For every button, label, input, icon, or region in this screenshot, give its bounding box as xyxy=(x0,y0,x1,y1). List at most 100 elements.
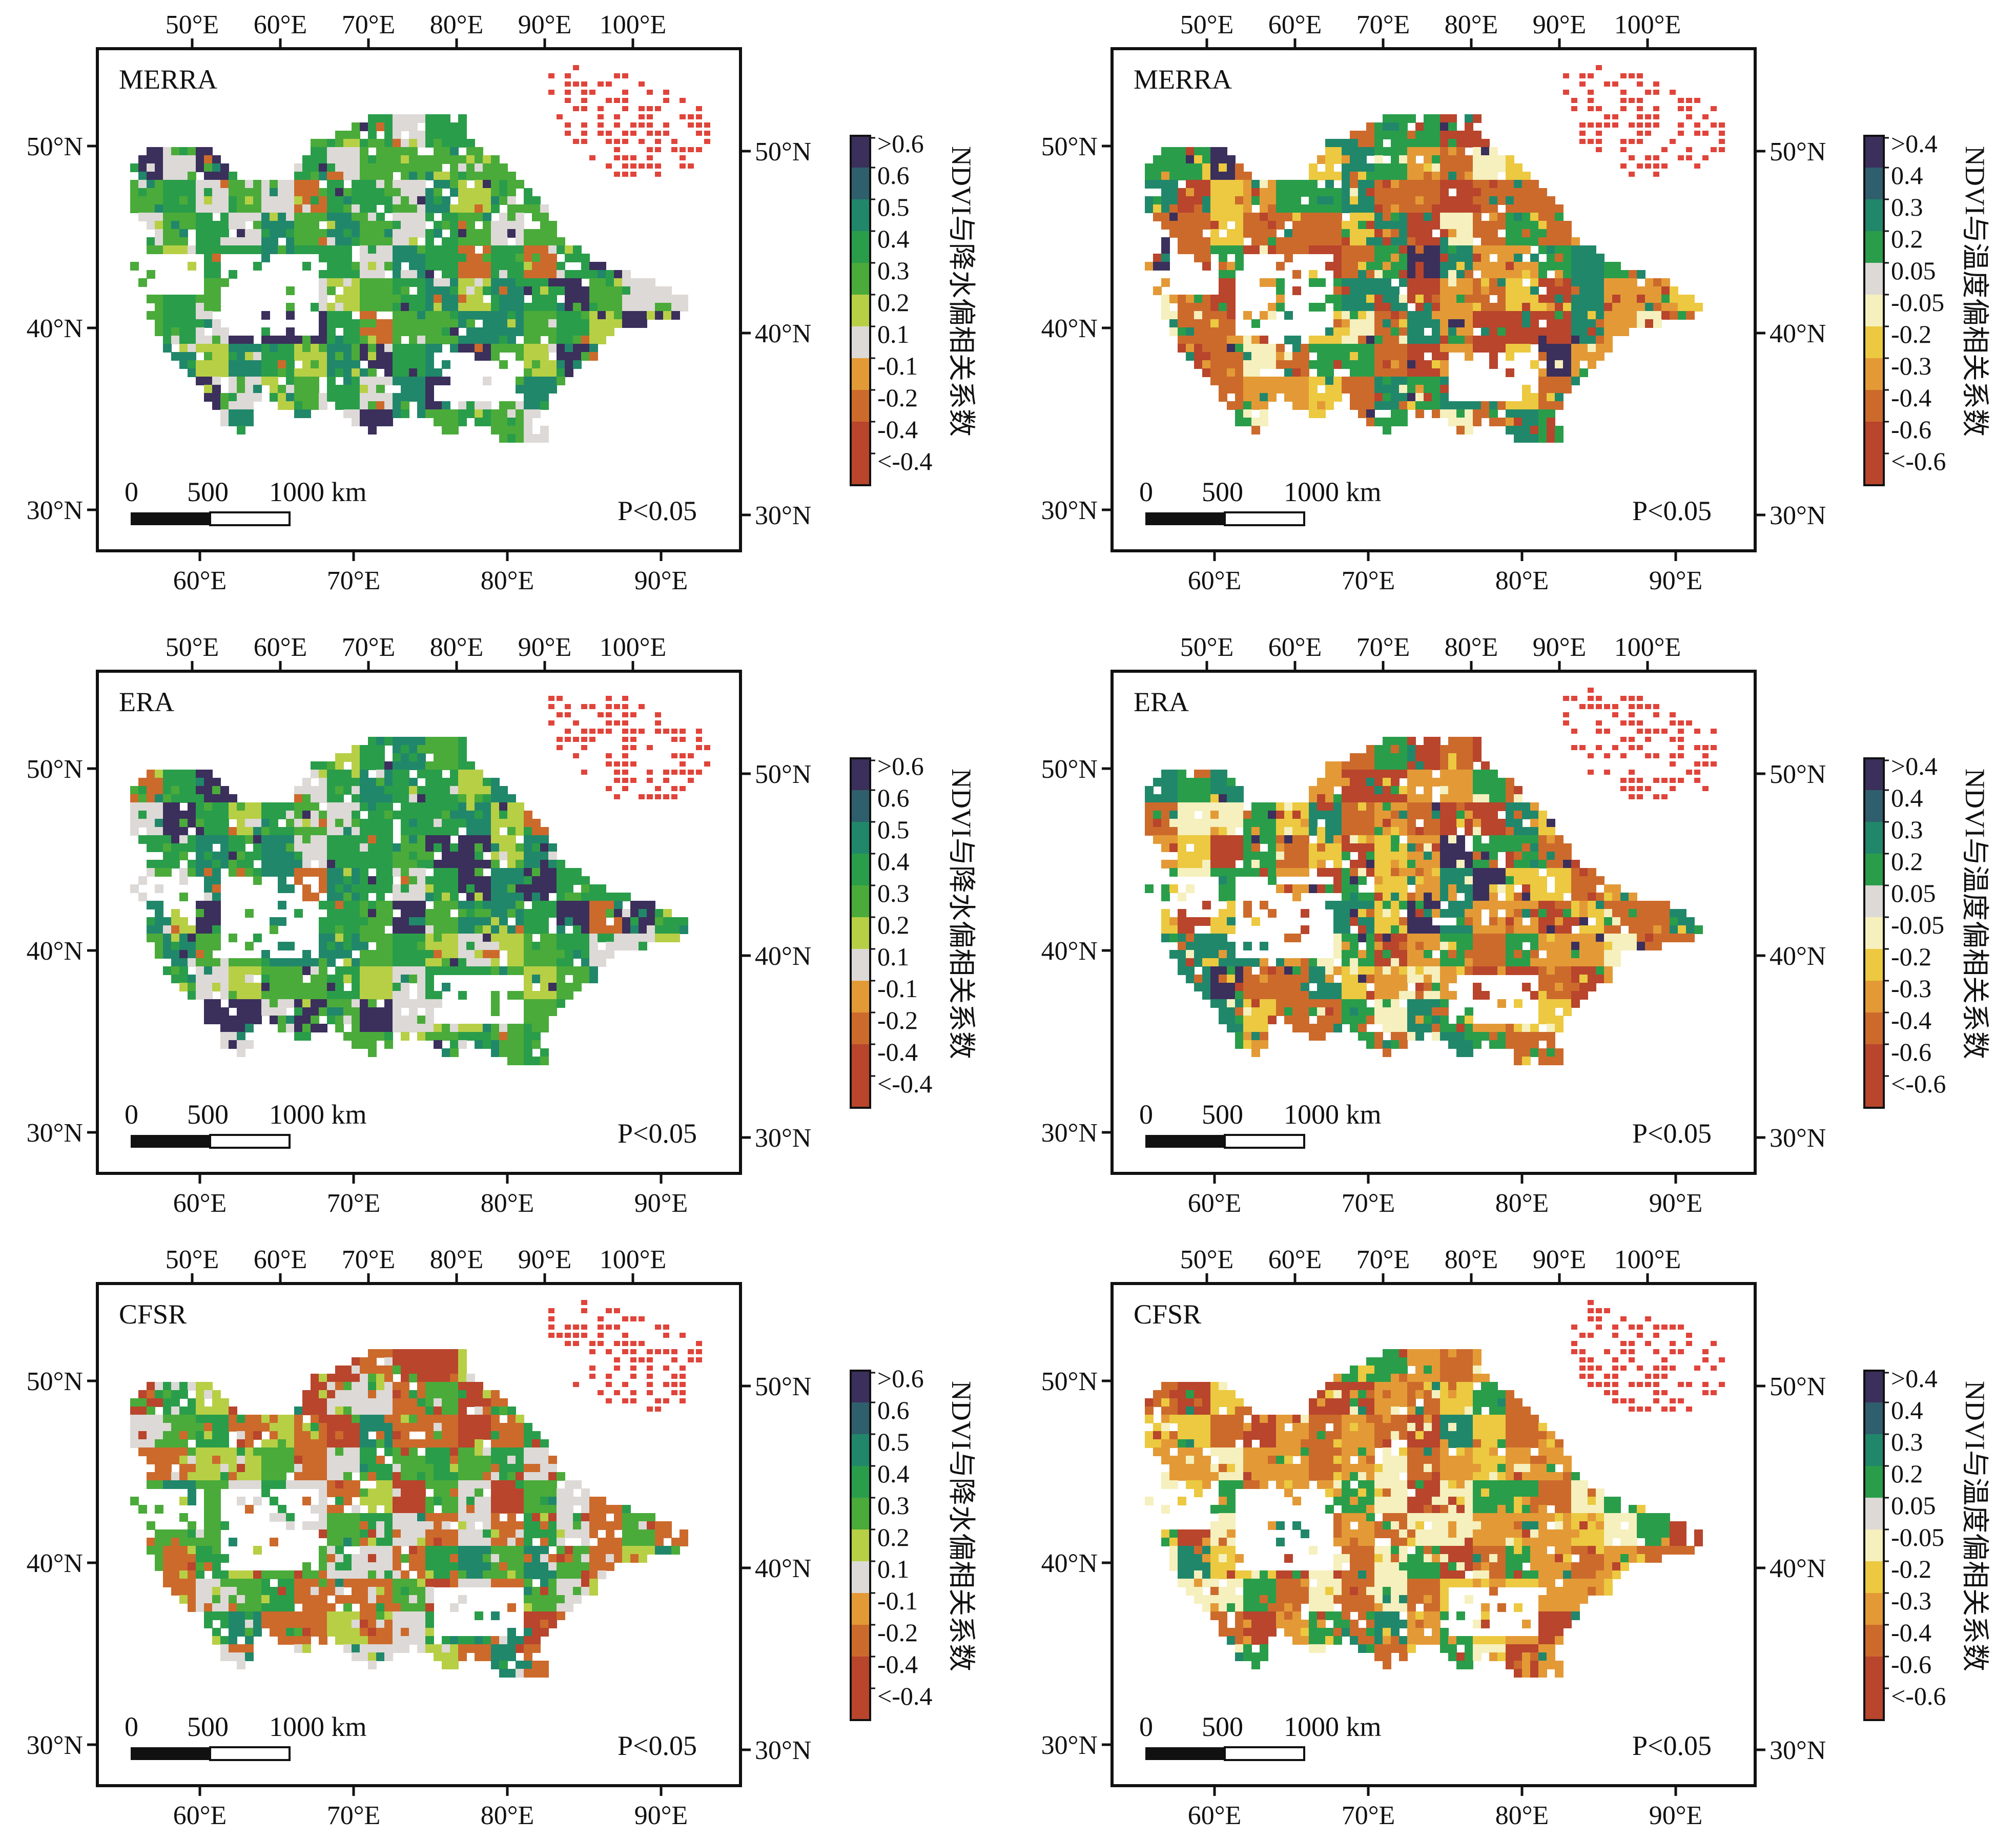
colorbar-swatch xyxy=(1864,168,1884,200)
scale-label: 0 xyxy=(1139,477,1153,507)
colorbar-label: -0.2 xyxy=(877,1006,918,1035)
scale-label: 500 xyxy=(1202,1099,1243,1130)
colorbar-label: 0.6 xyxy=(877,161,910,190)
colorbar-label: 0.4 xyxy=(1891,783,1923,812)
top-lon-tick: 100°E xyxy=(1614,633,1681,662)
colorbar-swatch xyxy=(851,790,870,822)
colorbar-label: 0.2 xyxy=(1891,847,1923,876)
colorbar-swatch xyxy=(1864,949,1884,981)
colorbar-title: NDVI与温度偏相关系数 xyxy=(1960,146,1990,437)
scale-label: 0 xyxy=(1139,1099,1153,1130)
colorbar-label: 0.6 xyxy=(877,783,910,812)
colorbar-title: NDVI与降水偏相关系数 xyxy=(946,1381,977,1671)
bottom-lon-tick: 80°E xyxy=(1495,1801,1549,1830)
top-lon-tick: 100°E xyxy=(1614,1245,1681,1274)
top-lon-tick: 60°E xyxy=(1268,633,1322,662)
bottom-lon-tick: 60°E xyxy=(1188,1189,1242,1218)
top-lon-tick: 80°E xyxy=(1445,633,1498,662)
left-lat-tick: 30°N xyxy=(1041,496,1098,525)
bottom-lon-tick: 90°E xyxy=(634,1189,688,1218)
colorbar-swatch xyxy=(851,1466,870,1498)
colorbar: >0.6 0.6 0.5 0.4 0.3 0.2 0.1 -0.1 -0.2 -0.4 <-0.4 N… xyxy=(850,752,977,1109)
colorbar-label: -0.4 xyxy=(877,1038,918,1066)
colorbar-label: <-0.4 xyxy=(877,1069,932,1098)
colorbar-label: -0.3 xyxy=(1891,351,1931,380)
left-lat-tick: 50°N xyxy=(27,755,83,784)
colorbar-label: -0.6 xyxy=(1891,1038,1931,1066)
colorbar-swatch xyxy=(1864,1529,1884,1562)
colorbar-swatch xyxy=(851,1593,870,1625)
scale-bar-black xyxy=(131,512,210,525)
scale-label: 0 xyxy=(125,1099,138,1130)
significance-label: P<0.05 xyxy=(1632,495,1712,526)
scale-bar-black xyxy=(131,1135,210,1148)
colorbar-swatch xyxy=(851,136,870,168)
colorbar-swatch xyxy=(851,981,870,1013)
map-frame xyxy=(1110,47,1757,552)
colorbar-swatch xyxy=(1864,854,1884,886)
colorbar-swatch xyxy=(1864,199,1884,232)
colorbar: >0.6 0.6 0.5 0.4 0.3 0.2 0.1 -0.1 -0.2 -0.4 <-0.4 N… xyxy=(850,1364,977,1721)
colorbar-label: >0.6 xyxy=(877,129,924,158)
right-lat-tick: 40°N xyxy=(755,319,811,348)
map-raster xyxy=(130,65,710,443)
scale-bar-white xyxy=(1224,1134,1305,1149)
scale-bar-white xyxy=(209,511,291,526)
scale-label: 500 xyxy=(1202,477,1243,507)
colorbar-title: NDVI与温度偏相关系数 xyxy=(1960,1381,1990,1671)
map-raster xyxy=(1145,1300,1725,1678)
colorbar-label: 0.3 xyxy=(1891,193,1923,221)
left-lat-tick: 40°N xyxy=(27,1549,83,1578)
map-panel-precip-merra: MERRA P<0.05 0 500 1000 km 50°E 60°E 70°E 80°E 90… xyxy=(27,10,977,595)
bottom-lon-tick: 90°E xyxy=(634,1801,688,1830)
colorbar-label: 0.4 xyxy=(877,1459,910,1488)
right-lat-tick: 30°N xyxy=(1770,501,1826,530)
map-panel-precip-era: ERA P<0.05 0 500 1000 km 50°E 60°E 70°E 80°E 90°E… xyxy=(27,633,977,1218)
colorbar-label: -0.1 xyxy=(877,974,918,1003)
bottom-lon-tick: 80°E xyxy=(481,1801,534,1830)
right-lat-tick: 50°N xyxy=(1770,137,1826,167)
map-panel-temp-era: ERA P<0.05 0 500 1000 km 50°E 60°E 70°E 80°E 90°E… xyxy=(1041,633,1990,1218)
significance-label: P<0.05 xyxy=(618,495,697,526)
top-lon-tick: 90°E xyxy=(1533,633,1587,662)
colorbar-label: 0.3 xyxy=(1891,1428,1923,1456)
colorbar-label: >0.6 xyxy=(877,752,924,780)
colorbar-label: -0.6 xyxy=(1891,1650,1931,1679)
colorbar-title: NDVI与降水偏相关系数 xyxy=(946,769,977,1059)
right-lat-tick: 50°N xyxy=(755,760,811,789)
colorbar-label: 0.1 xyxy=(877,1555,910,1583)
top-lon-tick: 50°E xyxy=(166,1245,219,1274)
colorbar-label: 0.4 xyxy=(877,847,910,876)
colorbar-swatch xyxy=(1864,422,1884,454)
bottom-lon-tick: 60°E xyxy=(173,566,227,595)
top-lon-tick: 90°E xyxy=(1533,10,1587,39)
left-lat-tick: 40°N xyxy=(27,314,83,343)
colorbar-swatch xyxy=(1864,1044,1884,1077)
colorbar-label: 0.3 xyxy=(877,256,910,285)
colorbar-label: >0.6 xyxy=(877,1364,924,1393)
left-lat-tick: 30°N xyxy=(27,1731,83,1760)
right-lat-tick: 50°N xyxy=(755,137,811,167)
bottom-lon-tick: 70°E xyxy=(1342,566,1395,595)
scale-label: 500 xyxy=(187,477,229,507)
map-panel-temp-merra: MERRA P<0.05 0 500 1000 km 50°E 60°E 70°E 80°E 90… xyxy=(1041,10,1990,595)
top-lon-tick: 50°E xyxy=(166,10,219,39)
colorbar-label: -0.3 xyxy=(1891,1586,1931,1615)
map-frame xyxy=(96,670,742,1175)
scale-bar-white xyxy=(209,1134,291,1149)
colorbar-label: -0.6 xyxy=(1891,415,1931,444)
colorbar-label: -0.2 xyxy=(877,1618,918,1647)
bottom-lon-tick: 90°E xyxy=(1649,1189,1703,1218)
scale-bar-black xyxy=(1145,1747,1225,1760)
colorbar-label: -0.05 xyxy=(1891,288,1944,317)
left-lat-tick: 50°N xyxy=(27,132,83,161)
colorbar-swatch xyxy=(851,390,870,422)
colorbar-label: -0.2 xyxy=(1891,1555,1931,1583)
top-lon-tick: 50°E xyxy=(1180,633,1234,662)
colorbar-swatch xyxy=(1864,1402,1884,1435)
scale-label: 500 xyxy=(1202,1711,1243,1742)
top-lon-tick: 60°E xyxy=(254,10,307,39)
top-lon-tick: 100°E xyxy=(600,1245,667,1274)
colorbar-label: 0.3 xyxy=(877,879,910,907)
colorbar-label: <-0.6 xyxy=(1891,447,1946,475)
